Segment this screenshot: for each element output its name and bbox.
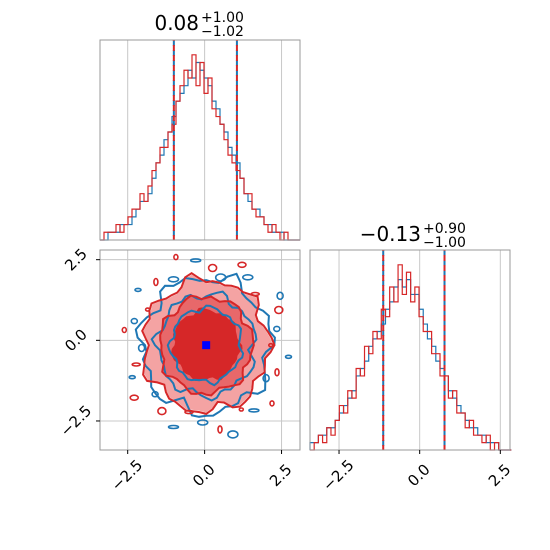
histogram-step-blue [309,279,512,451]
density-island-contour [137,343,146,353]
title-median: −0.13 [360,222,421,246]
density-island-contour [250,291,260,297]
density-island-contour [242,273,254,281]
title-lower-error: −1.00 [423,235,466,251]
panel-frame [99,249,301,451]
density-contour-blue [166,304,245,387]
panel-top-left-histogram: 0.08 +1.00 −1.02 [99,10,301,241]
density-island-contour [262,373,270,383]
histogram-series [309,264,512,451]
y-tick-label: 0.0 [61,326,91,356]
y-tick-label: −2.5 [57,402,95,440]
density-island-contour [129,394,139,402]
histogram-step-blue [100,61,300,241]
density-island-contour [153,277,159,287]
density-island-contour [167,424,180,430]
panel-frame [99,39,301,241]
density-island-contour [276,291,284,301]
density-island-contour [237,261,247,269]
density-island-contour [272,325,281,333]
density-island-contour [214,273,227,282]
quantile-lines [382,250,446,450]
histogram-step-red [310,264,512,451]
density-island-contour [157,406,167,416]
x-tick-label: 2.5 [485,460,515,490]
density-island-contour [274,367,280,377]
grid [127,40,283,240]
density-island-contour [238,407,245,412]
density-island-contour [167,275,180,283]
grid [338,250,501,450]
density-island-contour [217,425,223,434]
x-tick-label: −2.5 [108,456,146,494]
title-upper-error: +0.90 [423,221,466,237]
density-island-contour [196,419,209,426]
density-island-contour [273,305,284,315]
density-island-contour [173,253,179,261]
density-island-contour [134,287,142,293]
title-upper-error: +1.00 [201,10,244,26]
y-tick-label: 2.5 [61,245,91,275]
density-contour-red [159,294,255,397]
density-island-contour [269,400,275,407]
density-contour-red [141,272,276,415]
density-island-contour [151,390,159,398]
panel-bottom-left-density: −2.5 0.0 2.5 2.5 0.0 −2.5 [57,245,301,495]
title-lower-error: −1.02 [201,24,244,40]
density-island-contour [131,362,141,367]
density-island-contour [121,326,128,334]
density-island-contour [128,374,136,380]
histogram-series [100,54,300,241]
density-island-contour [184,409,194,415]
density-island-contour [189,258,202,263]
density-island-contour [267,342,274,348]
panel-frame [309,249,511,451]
density-island-contour [284,354,293,360]
density-contours [121,253,293,439]
tick-labels: −2.5 0.0 2.5 [319,450,514,495]
panel-bottom-right-histogram: −0.13 +0.90 −1.00 −2.5 0.0 2.5 [309,221,514,495]
density-island-contour [144,307,151,312]
x-tick-label: −2.5 [319,456,357,494]
density-island-contour [227,430,239,439]
quantile-lines [172,40,238,240]
density-island-contour [130,317,139,325]
x-tick-label: 0.0 [189,460,219,490]
density-island-contour [207,263,218,273]
x-tick-label: 0.0 [404,460,434,490]
title-median: 0.08 [154,11,199,35]
density-island-contour [248,408,260,413]
density-contour-blue [134,272,276,418]
density-contour-blue [150,290,258,402]
x-tick-label: 2.5 [266,460,296,490]
histogram-step-red [100,54,300,241]
median-marker [202,341,211,350]
